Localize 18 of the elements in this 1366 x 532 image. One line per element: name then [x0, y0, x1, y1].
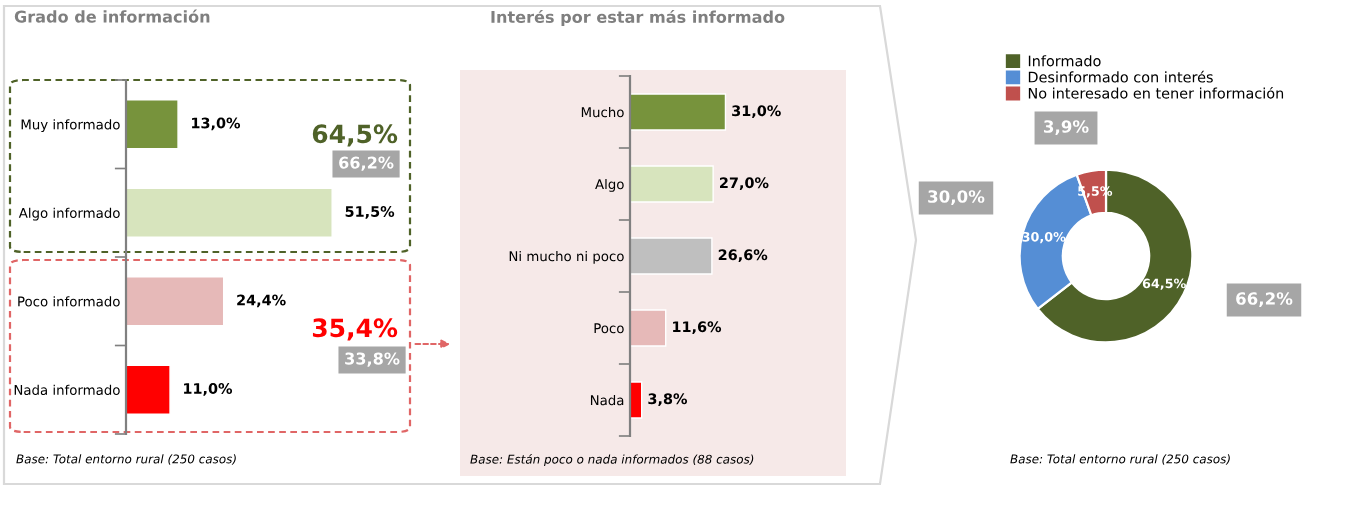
bar	[630, 309, 667, 347]
text: 3,9%	[1044, 120, 1089, 135]
bar	[126, 99, 179, 150]
bar	[630, 165, 714, 203]
bar	[126, 276, 225, 327]
annotation: 35,4%	[312, 318, 398, 341]
text: 33,8%	[345, 352, 400, 367]
text: 66,2%	[1236, 292, 1293, 307]
text: 30,0%	[928, 190, 985, 205]
bar	[630, 237, 713, 275]
bar	[630, 381, 643, 419]
bar	[126, 187, 333, 238]
chart-title: Interés por estar más informado	[491, 9, 785, 27]
bar	[630, 93, 727, 131]
chart-title: Grado de información	[14, 9, 210, 23]
bar	[126, 364, 171, 415]
text: 66,2%	[339, 156, 394, 171]
annotation: 64,5%	[312, 124, 398, 147]
